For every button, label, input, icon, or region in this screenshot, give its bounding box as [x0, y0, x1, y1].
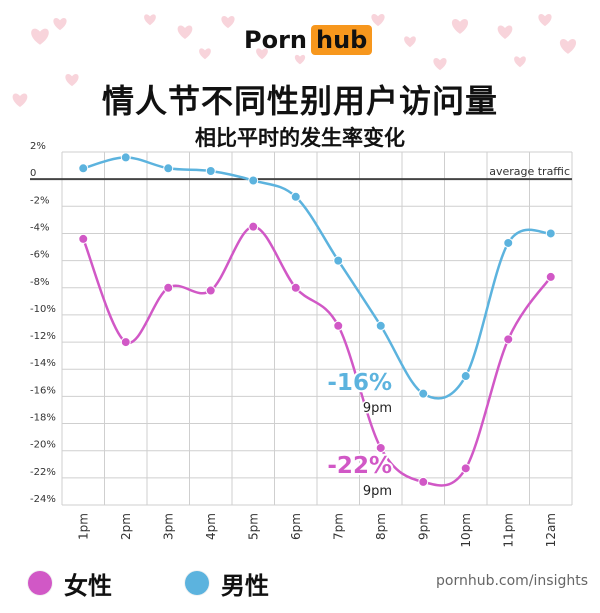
chart-subtitle: 相比平时的发生率变化 [195, 126, 405, 150]
x-tick-label: 10pm [459, 513, 473, 548]
heart-icon [177, 25, 193, 39]
x-tick-label: 8pm [374, 513, 388, 540]
annotation-time: 9pm [363, 484, 392, 499]
line-chart: 2% 0 -2% -4% -6% -8% -10% -12% -14% -16% -18% -20% -… [30, 141, 573, 548]
logo-word: Porn [244, 26, 307, 54]
legend-male-dot [185, 571, 209, 595]
x-tick-label: 11pm [501, 513, 515, 548]
y-tick-label: -12% [30, 331, 56, 342]
pornhub-logo: Porn hub [244, 24, 373, 56]
x-tick-label: 3pm [161, 513, 175, 540]
x-tick-label: 6pm [289, 513, 303, 540]
series-line-female [82, 225, 552, 487]
y-tick-label: -14% [30, 358, 56, 369]
x-tick-label: 5pm [246, 513, 260, 540]
y-tick-label: -8% [30, 277, 49, 288]
heart-icon [31, 28, 49, 45]
heart-icon [256, 48, 268, 60]
data-point-male [375, 320, 386, 331]
heart-icon [404, 36, 416, 48]
legend-female-dot [28, 571, 52, 595]
heart-icon [144, 14, 156, 26]
hearts-decoration [12, 13, 577, 107]
data-point-female [163, 282, 174, 293]
source-credit: pornhub.com/insights [436, 573, 589, 589]
data-point-female [460, 463, 471, 474]
data-point-male [333, 255, 344, 266]
y-tick-label: 0 [30, 168, 36, 179]
annotation-value: -16% [327, 370, 392, 396]
y-tick-label: -20% [30, 440, 56, 451]
annotation-value: -22% [327, 453, 392, 479]
x-tick-label: 9pm [416, 513, 430, 540]
legend-male-label: 男性 [221, 571, 269, 600]
y-tick-label: -10% [30, 304, 56, 315]
data-point-male [120, 152, 131, 163]
x-tick-label: 12am [544, 513, 558, 547]
y-tick-label: -24% [30, 494, 56, 505]
data-point-female [503, 334, 514, 345]
data-point-male [418, 388, 429, 399]
data-point-female [333, 320, 344, 331]
legend-male: 男性 [185, 568, 269, 600]
heart-icon [199, 48, 211, 60]
data-point-female [78, 233, 89, 244]
y-tick-label: -4% [30, 222, 49, 233]
heart-icon [433, 57, 447, 71]
x-tick-label: 2pm [119, 513, 133, 540]
x-tick-label: 7pm [331, 513, 345, 540]
data-point-female [290, 282, 301, 293]
heart-icon [538, 13, 552, 27]
data-point-female [545, 271, 556, 282]
data-point-female [248, 221, 259, 232]
chart-title: 情人节不同性别用户访问量 [101, 82, 498, 120]
heart-icon [12, 93, 28, 107]
data-point-female [375, 442, 386, 453]
x-tick-label: 1pm [76, 513, 90, 540]
heart-icon [53, 17, 67, 31]
heart-icon [514, 56, 526, 68]
y-tick-label: -16% [30, 385, 56, 396]
data-point-male [248, 175, 259, 186]
data-point-female [205, 285, 216, 296]
y-tick-label: -6% [30, 250, 49, 261]
x-tick-label: 4pm [204, 513, 218, 540]
heart-icon [221, 15, 235, 29]
heart-icon [294, 54, 306, 65]
data-point-male [503, 237, 514, 248]
data-point-male [205, 166, 216, 177]
data-point-female [418, 476, 429, 487]
y-tick-label: 2% [30, 141, 46, 152]
legend-female-label: 女性 [64, 571, 112, 600]
heart-icon [497, 25, 513, 39]
baseline-label: average traffic [489, 165, 570, 178]
data-point-male [460, 371, 471, 382]
heart-icon [559, 39, 577, 54]
y-tick-label: -18% [30, 413, 56, 424]
heart-icon [451, 19, 469, 34]
data-point-male [290, 191, 301, 202]
annotation-time: 9pm [363, 401, 392, 416]
data-point-male [163, 163, 174, 174]
legend-female: 女性 [28, 568, 112, 600]
data-point-female [120, 337, 131, 348]
heart-icon [65, 73, 79, 87]
y-tick-label: -22% [30, 467, 56, 478]
heart-icon [371, 13, 385, 27]
y-tick-label: -2% [30, 195, 49, 206]
data-point-male [78, 163, 89, 174]
logo-badge: hub [311, 25, 373, 55]
data-point-male [545, 228, 556, 239]
